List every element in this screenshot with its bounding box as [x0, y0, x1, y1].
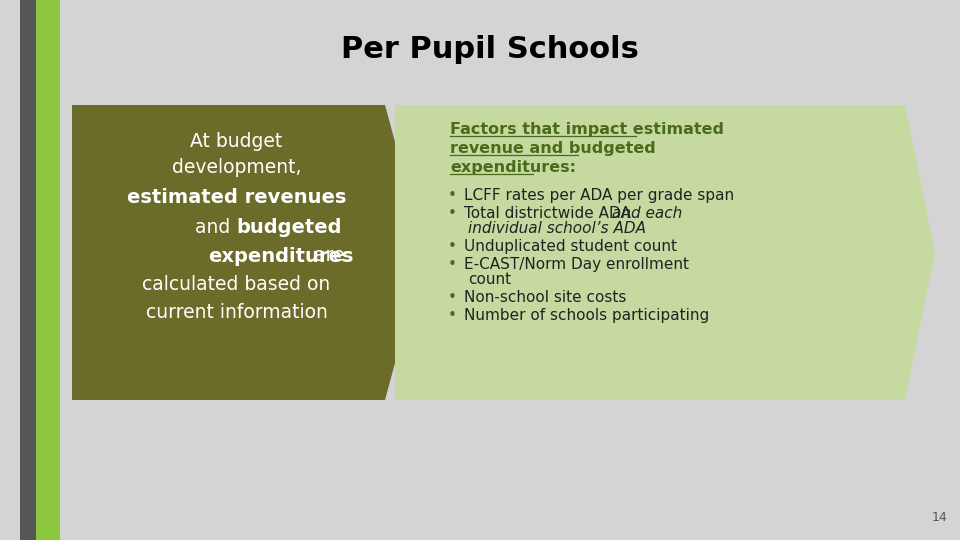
- Text: Unduplicated student count: Unduplicated student count: [464, 239, 677, 254]
- Polygon shape: [20, 0, 36, 540]
- Polygon shape: [395, 105, 935, 400]
- Text: current information: current information: [146, 303, 327, 322]
- Polygon shape: [72, 105, 425, 400]
- Text: count: count: [468, 272, 511, 287]
- Text: expenditures: expenditures: [208, 247, 354, 266]
- Text: At budget: At budget: [190, 132, 282, 151]
- Text: Total districtwide ADA: Total districtwide ADA: [464, 206, 636, 221]
- Text: •: •: [447, 308, 456, 323]
- Text: budgeted: budgeted: [236, 218, 342, 237]
- Text: •: •: [447, 290, 456, 305]
- Text: Number of schools participating: Number of schools participating: [464, 308, 709, 323]
- Text: calculated based on: calculated based on: [142, 275, 330, 294]
- Text: Per Pupil Schools: Per Pupil Schools: [341, 36, 639, 64]
- Text: Non-school site costs: Non-school site costs: [464, 290, 626, 305]
- Polygon shape: [36, 0, 60, 540]
- Text: individual school’s ADA: individual school’s ADA: [468, 221, 646, 236]
- Text: LCFF rates per ADA per grade span: LCFF rates per ADA per grade span: [464, 188, 734, 203]
- Text: development,: development,: [172, 158, 301, 177]
- Text: •: •: [447, 239, 456, 254]
- Text: expenditures:: expenditures:: [450, 160, 576, 175]
- Text: •: •: [447, 206, 456, 221]
- Text: are: are: [308, 246, 345, 265]
- Text: •: •: [447, 257, 456, 272]
- Text: E-CAST/Norm Day enrollment: E-CAST/Norm Day enrollment: [464, 257, 689, 272]
- Text: estimated revenues: estimated revenues: [127, 188, 347, 207]
- Text: and each: and each: [612, 206, 683, 221]
- Text: Factors that impact estimated: Factors that impact estimated: [450, 122, 724, 137]
- Text: •: •: [447, 188, 456, 203]
- Text: and: and: [195, 218, 236, 237]
- Text: revenue and budgeted: revenue and budgeted: [450, 141, 656, 156]
- Text: 14: 14: [932, 511, 948, 524]
